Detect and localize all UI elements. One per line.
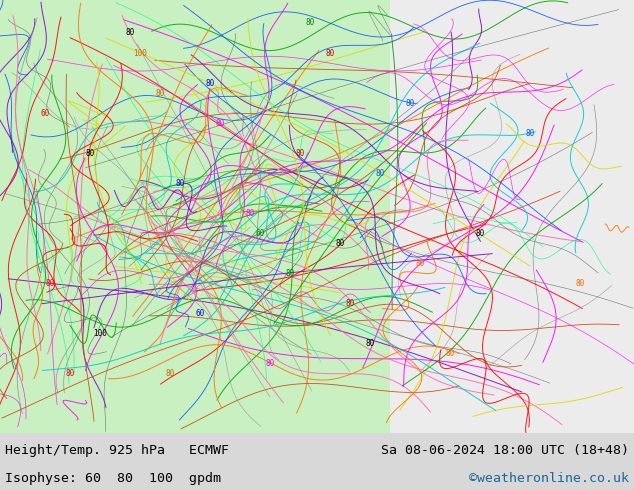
Bar [390,0,634,433]
Text: 80: 80 [295,148,304,157]
Text: 80: 80 [165,368,174,377]
Text: 80: 80 [46,278,55,288]
Text: ©weatheronline.co.uk: ©weatheronline.co.uk [469,472,629,486]
Text: 80: 80 [415,259,425,268]
Text: 80: 80 [285,269,295,277]
Text: 80: 80 [405,98,415,107]
Text: 100: 100 [133,49,147,57]
Text: 80: 80 [86,148,94,157]
Text: 60: 60 [195,309,205,318]
Text: 80: 80 [205,78,215,88]
Text: 60: 60 [41,108,49,118]
Text: 100: 100 [93,328,107,338]
Text: 80: 80 [126,28,134,38]
Text: 80: 80 [476,228,484,238]
Text: 80: 80 [306,19,314,27]
Text: 80: 80 [245,209,255,218]
Text: Isophyse: 60  80  100  gpdm: Isophyse: 60 80 100 gpdm [5,472,221,486]
Text: 80: 80 [325,49,335,57]
Text: 80: 80 [65,368,75,377]
Text: 80: 80 [176,178,184,188]
Bar [0,0,390,433]
Text: 80: 80 [155,89,165,98]
Text: 80: 80 [216,119,224,127]
Text: 80: 80 [335,239,345,247]
Text: 80: 80 [526,128,534,138]
Text: Height/Temp. 925 hPa   ECMWF: Height/Temp. 925 hPa ECMWF [5,444,229,457]
Text: 60: 60 [256,228,264,238]
Text: 80: 80 [576,278,585,288]
Text: Sa 08-06-2024 18:00 UTC (18+48): Sa 08-06-2024 18:00 UTC (18+48) [381,444,629,457]
Text: 80: 80 [445,348,455,358]
Text: 80: 80 [346,298,354,308]
Text: 80: 80 [266,359,275,368]
Text: 80: 80 [375,169,385,177]
Text: 80: 80 [365,339,375,347]
